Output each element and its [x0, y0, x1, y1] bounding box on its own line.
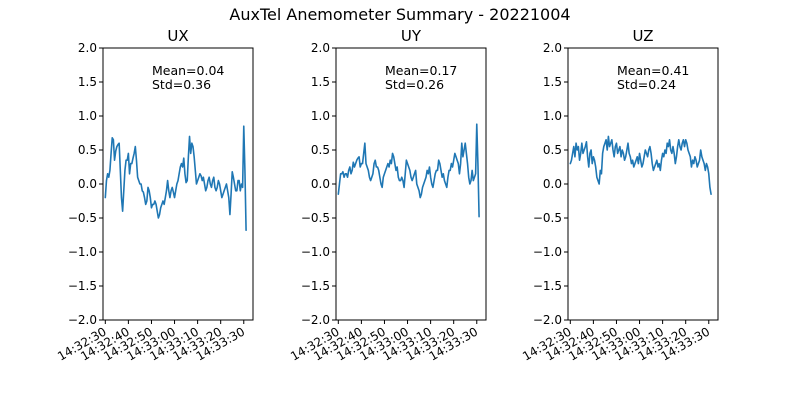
- y-tick-label: 2.0: [78, 41, 97, 55]
- y-tick-label: 0.5: [543, 143, 562, 157]
- y-tick-label: 1.5: [543, 75, 562, 89]
- subplot-title: UY: [401, 27, 422, 45]
- y-tick-label: −1.0: [533, 245, 562, 259]
- y-tick-label: −1.0: [68, 245, 97, 259]
- series-line: [569, 135, 712, 195]
- y-tick-label: −0.5: [68, 211, 97, 225]
- mean-annotation: Mean=0.17: [385, 63, 457, 78]
- y-tick-label: −0.5: [301, 211, 330, 225]
- y-tick-label: −2.0: [301, 313, 330, 327]
- y-tick-label: 1.5: [78, 75, 97, 89]
- y-tick-label: 1.5: [311, 75, 330, 89]
- y-tick-label: 1.0: [311, 109, 330, 123]
- figure-suptitle: AuxTel Anemometer Summary - 20221004: [229, 5, 570, 24]
- subplot-title: UZ: [633, 27, 654, 45]
- y-tick-label: −1.5: [533, 279, 562, 293]
- y-tick-label: −2.0: [533, 313, 562, 327]
- y-tick-label: 2.0: [311, 41, 330, 55]
- mean-annotation: Mean=0.04: [152, 63, 224, 78]
- subplot-title: UX: [167, 27, 188, 45]
- std-annotation: Std=0.26: [385, 77, 444, 92]
- y-tick-label: 0.0: [543, 177, 562, 191]
- y-tick-label: −0.5: [533, 211, 562, 225]
- std-annotation: Std=0.24: [617, 77, 676, 92]
- y-tick-label: −1.5: [301, 279, 330, 293]
- y-tick-label: 0.0: [311, 177, 330, 191]
- y-tick-label: 0.5: [311, 143, 330, 157]
- y-tick-label: −1.0: [301, 245, 330, 259]
- series-line: [337, 123, 480, 218]
- std-annotation: Std=0.36: [152, 77, 211, 92]
- y-tick-label: −1.5: [68, 279, 97, 293]
- mean-annotation: Mean=0.41: [617, 63, 689, 78]
- y-tick-label: 0.0: [78, 177, 97, 191]
- series-line: [104, 125, 247, 232]
- y-tick-label: 0.5: [78, 143, 97, 157]
- y-tick-label: 1.0: [78, 109, 97, 123]
- y-tick-label: 1.0: [543, 109, 562, 123]
- y-tick-label: −2.0: [68, 313, 97, 327]
- y-tick-label: 2.0: [543, 41, 562, 55]
